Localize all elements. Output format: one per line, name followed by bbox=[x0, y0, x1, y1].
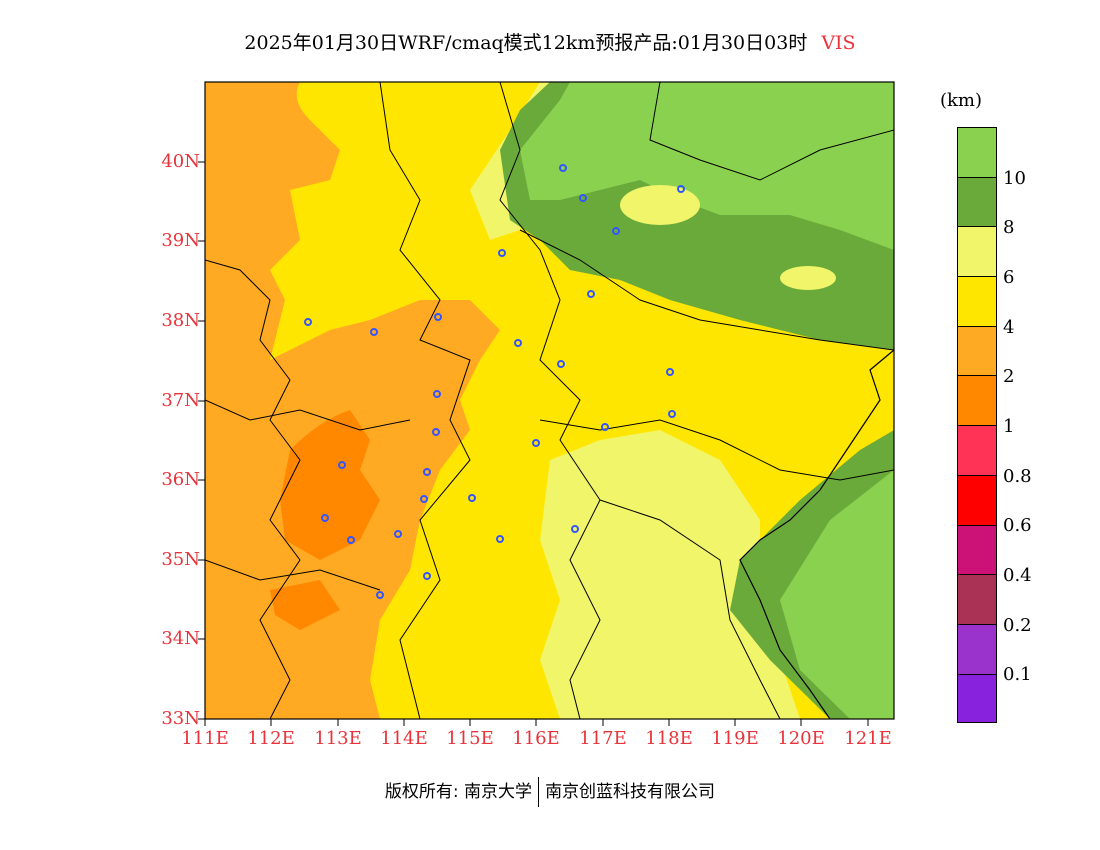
lon-label-118e: 118E bbox=[645, 728, 693, 749]
legend-label-0-2: 0.2 bbox=[1003, 615, 1032, 636]
color-bar-segment bbox=[957, 325, 997, 376]
lon-label-116e: 116E bbox=[512, 728, 560, 749]
legend-label-4: 4 bbox=[1003, 317, 1015, 338]
legend-label-1: 1 bbox=[1003, 416, 1015, 437]
zone-10plus-southeast bbox=[780, 470, 894, 719]
copyright-footer: 版权所有: 南京大学 南京创蓝科技有限公司 bbox=[0, 777, 1100, 807]
lon-label-117e: 117E bbox=[579, 728, 627, 749]
lat-label-33n: 33N bbox=[161, 708, 200, 729]
province-borders bbox=[205, 82, 894, 719]
lon-label-119e: 119E bbox=[711, 728, 759, 749]
legend-label-0-1: 0.1 bbox=[1003, 664, 1032, 685]
legend-label-10: 10 bbox=[1003, 168, 1026, 189]
color-bar-segment bbox=[957, 574, 997, 624]
zone-6-8-pocket bbox=[620, 185, 700, 225]
lon-label-113e: 113E bbox=[314, 728, 362, 749]
legend-label-0-6: 0.6 bbox=[1003, 515, 1032, 536]
lon-label-112e: 112E bbox=[247, 728, 295, 749]
lat-label-37n: 37N bbox=[161, 390, 200, 411]
zone-1-2b bbox=[270, 580, 340, 630]
legend-label-0-4: 0.4 bbox=[1003, 565, 1032, 586]
lat-label-34n: 34N bbox=[161, 628, 200, 649]
color-bar bbox=[957, 127, 997, 724]
zone-2-4 bbox=[205, 82, 500, 719]
footer-left: 版权所有: 南京大学 bbox=[384, 782, 533, 802]
map-fill bbox=[205, 82, 894, 719]
color-bar-segment bbox=[957, 623, 997, 674]
lat-label-39n: 39N bbox=[161, 230, 200, 251]
lon-label-114e: 114E bbox=[380, 728, 428, 749]
title-main: 2025年01月30日WRF/cmaq模式12km预报产品:01月30日03时 bbox=[244, 32, 808, 54]
lon-label-121e: 121E bbox=[844, 728, 892, 749]
lat-label-36n: 36N bbox=[161, 469, 200, 490]
color-bar-segment bbox=[957, 673, 997, 724]
zone-1-2 bbox=[280, 410, 380, 560]
title-variable: VIS bbox=[821, 32, 856, 54]
lat-label-38n: 38N bbox=[161, 310, 200, 331]
lat-label-40n: 40N bbox=[161, 151, 200, 172]
color-bar-segment bbox=[957, 524, 997, 575]
zone-6-8-south bbox=[540, 430, 800, 719]
color-bar-segment bbox=[957, 127, 997, 177]
footer-right: 南京创蓝科技有限公司 bbox=[545, 782, 716, 802]
color-bar-segment bbox=[957, 375, 997, 426]
color-bar-segment bbox=[957, 425, 997, 475]
lat-label-35n: 35N bbox=[161, 549, 200, 570]
color-bar-segment bbox=[957, 474, 997, 525]
legend-unit: (km) bbox=[940, 90, 983, 111]
city-markers bbox=[304, 164, 685, 599]
zone-10plus-north bbox=[520, 82, 894, 250]
footer-separator bbox=[538, 777, 540, 807]
lon-label-115e: 115E bbox=[446, 728, 494, 749]
color-bar-segment bbox=[957, 276, 997, 326]
legend-label-6: 6 bbox=[1003, 267, 1015, 288]
coastline bbox=[739, 349, 894, 719]
color-bar-segment bbox=[957, 226, 997, 277]
legend-label-2: 2 bbox=[1003, 366, 1015, 387]
zone-6-8-pocket-2 bbox=[780, 266, 836, 290]
lon-label-120e: 120E bbox=[777, 728, 825, 749]
axis-ticks bbox=[198, 161, 869, 726]
lon-label-111e: 111E bbox=[181, 728, 229, 749]
chart-title: 2025年01月30日WRF/cmaq模式12km预报产品:01月30日03时 V… bbox=[0, 28, 1100, 55]
legend-label-0-8: 0.8 bbox=[1003, 466, 1032, 487]
legend-label-8: 8 bbox=[1003, 217, 1015, 238]
color-bar-segment bbox=[957, 176, 997, 227]
